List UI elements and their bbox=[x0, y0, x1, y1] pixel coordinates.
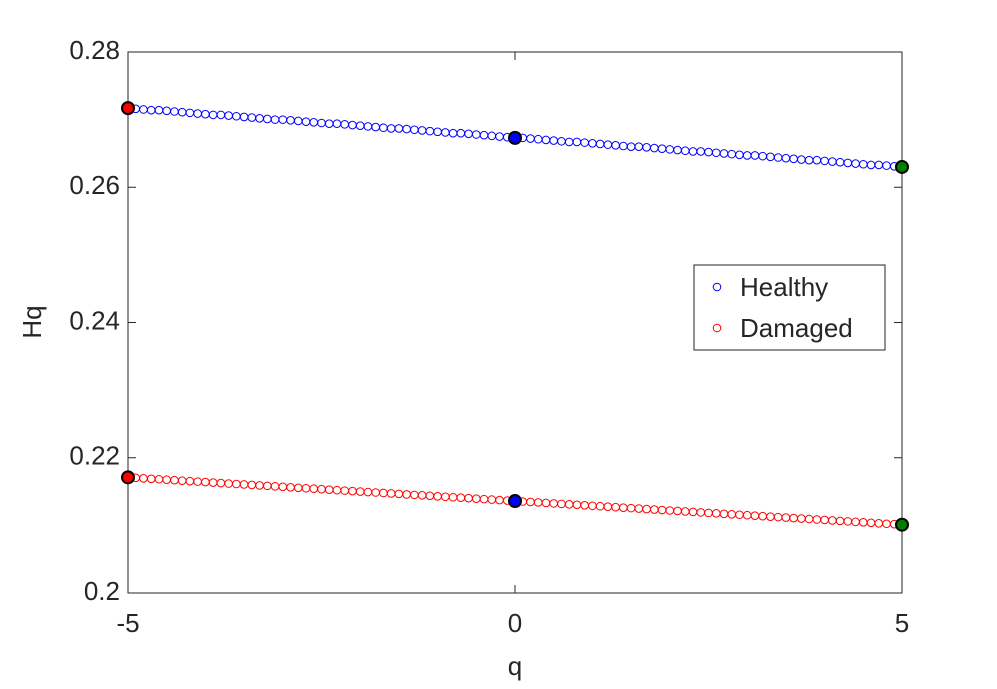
legend-box bbox=[693, 264, 886, 351]
highlight-point bbox=[121, 470, 135, 485]
legend-label: Damaged bbox=[740, 313, 853, 343]
y-tick-label: 0.28 bbox=[69, 35, 120, 65]
legend-marker bbox=[712, 282, 722, 292]
x-tick-label: 0 bbox=[508, 608, 522, 638]
y-tick-label: 0.22 bbox=[69, 441, 120, 471]
y-tick-label: 0.24 bbox=[69, 305, 120, 335]
y-tick-label: 0.26 bbox=[69, 170, 120, 200]
x-tick-label: -5 bbox=[116, 608, 139, 638]
x-axis-label: q bbox=[508, 651, 522, 681]
y-tick-label: 0.2 bbox=[84, 576, 120, 606]
y-axis-label: Hq bbox=[17, 305, 47, 338]
highlight-point bbox=[895, 517, 909, 532]
highlight-point bbox=[895, 159, 909, 174]
highlight-point bbox=[508, 494, 522, 509]
highlight-point bbox=[121, 101, 135, 116]
legend-marker bbox=[712, 323, 722, 333]
legend-label: Healthy bbox=[740, 272, 828, 302]
x-tick-label: 5 bbox=[895, 608, 909, 638]
highlight-point bbox=[508, 130, 522, 145]
